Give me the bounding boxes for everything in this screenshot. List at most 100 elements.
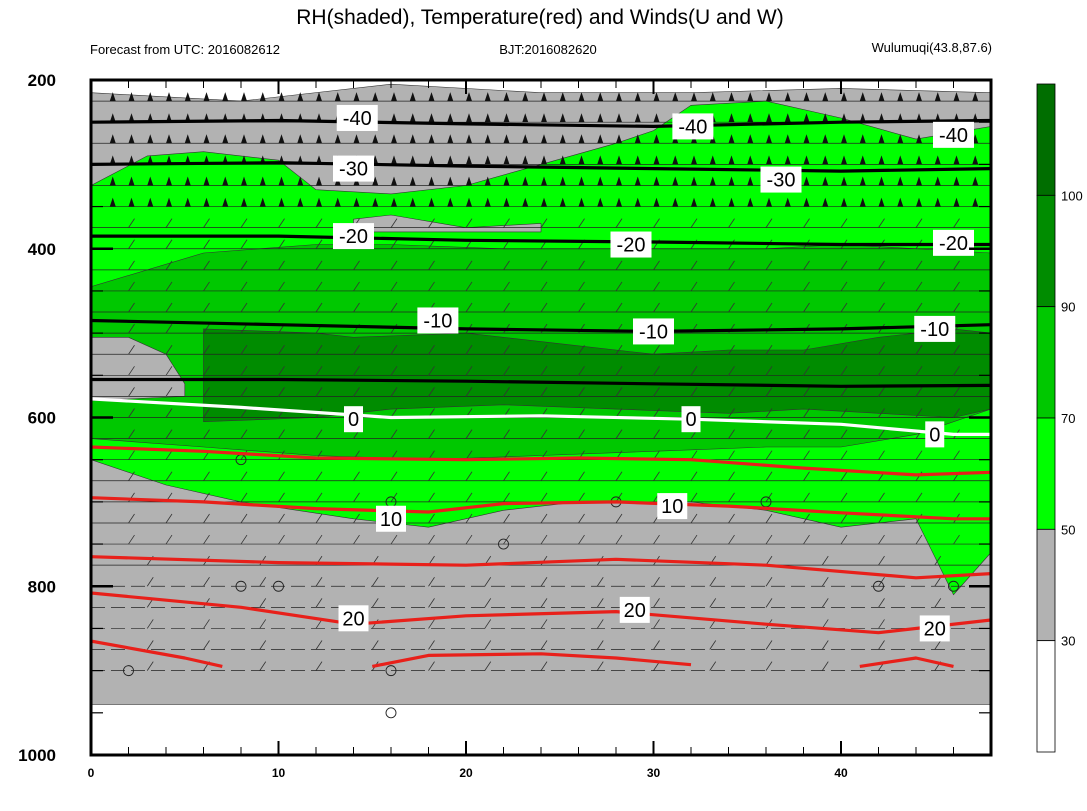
wind-barb	[203, 281, 210, 292]
wind-barb	[915, 218, 923, 228]
calm-circle	[385, 707, 397, 719]
wind-pennant	[822, 113, 829, 123]
wind-barb	[428, 239, 435, 249]
wind-barb	[803, 429, 810, 439]
wind-pennant	[559, 134, 566, 144]
wind-barb	[653, 344, 660, 355]
wind-pennant	[466, 176, 472, 186]
wind-barb	[578, 344, 585, 355]
wind-pennant	[559, 155, 566, 165]
wind-barb	[390, 366, 398, 376]
wind-pennant	[541, 113, 547, 123]
wind-barb	[540, 344, 548, 355]
wind-barb	[165, 281, 173, 292]
wind-barb	[315, 598, 323, 608]
wind-pennant	[691, 92, 697, 102]
wind-barb	[353, 302, 360, 313]
wind-pennant	[522, 113, 529, 123]
wind-barb	[878, 408, 885, 418]
wind-barb	[484, 619, 492, 629]
wind-barb	[465, 302, 473, 313]
wind-pennant	[691, 176, 697, 186]
wind-pennant	[691, 155, 697, 165]
wind-barb	[465, 429, 473, 439]
wind-barb	[165, 513, 173, 524]
wind-barb	[128, 366, 135, 376]
wind-barb	[203, 366, 210, 376]
wind-pennant	[147, 92, 154, 102]
temperature-contour	[91, 234, 991, 247]
contour-label-box	[914, 315, 956, 342]
wind-barb	[503, 387, 510, 397]
chart-title: RH(shaded), Temperature(red) and Winds(U…	[296, 6, 783, 29]
wind-barb	[803, 260, 810, 271]
wind-barb	[953, 302, 960, 313]
temperature-contour	[91, 377, 991, 388]
forecast-label: Forecast from UTC: 2016082612	[90, 42, 280, 57]
wind-pennant	[522, 197, 529, 207]
wind-pennant	[447, 113, 454, 123]
wind-barb	[315, 387, 323, 397]
wind-pennant	[878, 155, 885, 165]
wind-barb	[765, 429, 773, 439]
wind-barb	[653, 260, 660, 271]
wind-barb	[728, 513, 735, 524]
wind-barb	[653, 281, 660, 292]
wind-barb	[540, 619, 548, 629]
wind-barb	[540, 471, 548, 482]
wind-barb	[428, 366, 435, 376]
calm-circle	[273, 580, 284, 592]
wind-barb	[315, 577, 323, 587]
wind-barb	[128, 534, 135, 545]
wind-barb	[728, 281, 735, 292]
wind-barb	[578, 492, 585, 503]
wind-pennant	[109, 134, 116, 144]
wind-barb	[840, 471, 848, 482]
wind-pennant	[672, 197, 679, 207]
wind-barb	[765, 598, 773, 608]
wind-pennant	[859, 92, 866, 102]
wind-pennant	[803, 155, 810, 165]
wind-barb	[840, 513, 848, 524]
wind-barb	[878, 555, 885, 566]
wind-barb	[821, 555, 829, 566]
x-tick-label: 30	[647, 766, 661, 780]
wind-barb	[596, 661, 604, 671]
wind-pennant	[597, 176, 604, 186]
wind-barb	[128, 387, 135, 397]
wind-pennant	[484, 176, 491, 186]
wind-barb	[615, 366, 623, 376]
wind-barb	[840, 408, 848, 418]
wind-barb	[240, 429, 248, 439]
contour-label-box	[760, 166, 802, 193]
wind-pennant	[822, 176, 829, 186]
wind-pennant	[859, 155, 866, 165]
wind-pennant	[109, 92, 116, 102]
wind-pennant	[766, 155, 772, 165]
colorbar-segment	[1036, 640, 1056, 753]
wind-pennant	[241, 92, 247, 102]
wind-barb	[428, 281, 435, 292]
wind-barb	[128, 323, 135, 334]
wind-barb	[915, 344, 923, 355]
wind-pennant	[841, 155, 847, 165]
wind-barb	[240, 408, 248, 418]
wind-barb	[615, 471, 623, 482]
wind-barb	[690, 492, 698, 503]
wind-barb	[353, 513, 360, 524]
temperature-contour	[91, 555, 991, 580]
wind-barb	[203, 218, 210, 228]
wind-pennant	[147, 197, 154, 207]
wind-barb	[540, 513, 548, 524]
wind-barb	[878, 534, 885, 545]
wind-barb	[615, 302, 623, 313]
wind-barb	[803, 534, 810, 545]
temperature-contours	[91, 118, 991, 668]
wind-barb	[821, 640, 829, 650]
wind-barb	[353, 366, 360, 376]
contour-label-box	[417, 307, 459, 334]
wind-barb	[278, 281, 285, 292]
wind-pennant	[972, 155, 979, 165]
wind-barb	[484, 577, 492, 587]
